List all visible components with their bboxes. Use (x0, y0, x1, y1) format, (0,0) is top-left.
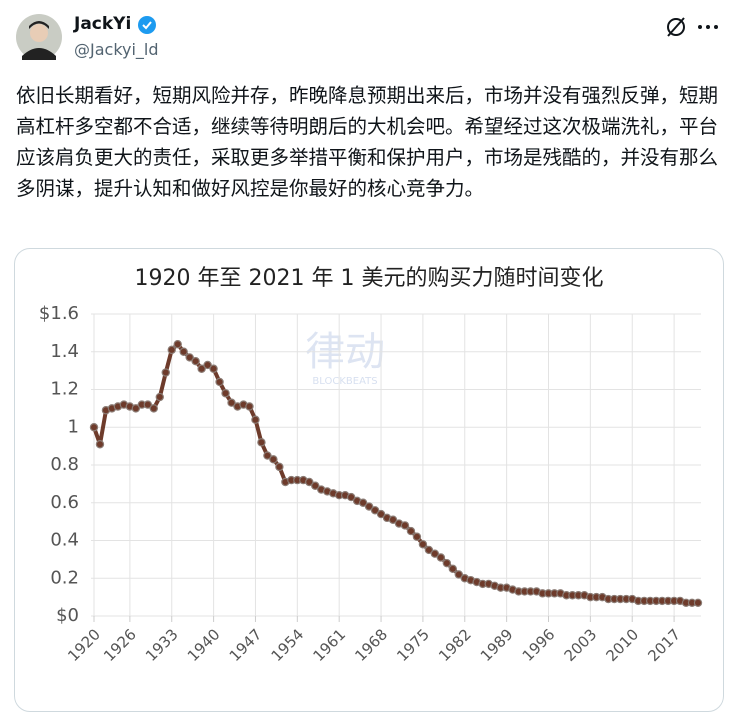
point (412, 532, 422, 541)
point (155, 392, 164, 402)
point (209, 364, 218, 373)
x-tick-label: 1961 (309, 625, 349, 665)
x-tick-label: 1982 (435, 625, 475, 665)
x-tick-label: 1989 (477, 625, 517, 665)
point (257, 438, 266, 447)
x-tick-label: 2010 (603, 625, 643, 665)
chart-title: 1920 年至 2021 年 1 美元的购买力随时间变化 (135, 266, 604, 291)
point (436, 553, 446, 562)
y-tick-label: 1.4 (50, 341, 79, 362)
chart: 1920 年至 2021 年 1 美元的购买力随时间变化 律动 BLOCKBEA… (39, 266, 703, 665)
y-tick-label: 1.2 (50, 379, 79, 400)
point (251, 415, 260, 424)
point (442, 558, 452, 568)
point (388, 515, 398, 524)
y-tick-label: $1.6 (39, 303, 79, 324)
point (215, 377, 224, 387)
point (454, 570, 463, 579)
point (269, 455, 278, 464)
point (203, 360, 212, 370)
x-tick-label: 2017 (644, 625, 684, 665)
point (263, 451, 272, 460)
point (406, 526, 416, 536)
point (167, 345, 176, 355)
point (179, 347, 188, 356)
post-actions[interactable] (664, 14, 724, 40)
point (185, 353, 194, 362)
x-tick-label: 1968 (351, 625, 391, 665)
point (89, 423, 99, 432)
author-handle[interactable]: @Jackyi_ld (74, 40, 159, 59)
point (311, 481, 320, 490)
point (95, 440, 105, 449)
point (358, 498, 368, 507)
chart-card[interactable]: 1920 年至 2021 年 1 美元的购买力随时间变化 律动 BLOCKBEA… (14, 248, 724, 712)
x-tick-label: 1926 (100, 625, 140, 665)
point (448, 564, 458, 574)
y-tick-label: 0.2 (50, 567, 79, 588)
x-tick-label: 1933 (142, 625, 182, 665)
point (370, 506, 380, 515)
y-tick-label: 0.8 (50, 454, 79, 475)
x-tick-label: 1996 (519, 625, 559, 665)
point (227, 398, 236, 407)
x-tick-label: 1920 (64, 625, 104, 665)
y-tick-label: 0.4 (50, 530, 79, 551)
point (245, 402, 254, 411)
author-name[interactable]: JackYi (74, 14, 132, 34)
line (92, 342, 698, 605)
y-tick-label: 0.6 (50, 492, 79, 513)
point (424, 545, 434, 555)
point (197, 364, 206, 373)
x-tick-label: 1940 (184, 625, 224, 665)
verified-badge (138, 16, 156, 34)
point (364, 502, 374, 511)
point (221, 389, 230, 398)
point (149, 404, 158, 413)
point (131, 404, 141, 413)
point (376, 509, 386, 519)
x-tick-label: 1947 (226, 625, 266, 665)
point (161, 368, 170, 377)
point (173, 339, 182, 349)
point (305, 477, 314, 487)
point (275, 462, 284, 472)
point (693, 598, 703, 607)
point (346, 492, 356, 502)
y-tick-label: 1 (68, 416, 79, 437)
avatar[interactable] (16, 14, 62, 60)
watermark-sub: BLOCKBEATS (312, 376, 377, 387)
point (143, 400, 153, 409)
point (418, 540, 428, 549)
y-tick-label: $0 (56, 605, 79, 626)
point (430, 549, 440, 558)
post-text: 依旧长期看好，短期风险并存，昨晚降息预期出来后，市场并没有强烈反弹，短期高杠杆多… (16, 84, 719, 200)
point (400, 521, 410, 530)
x-tick-label: 2003 (561, 625, 601, 665)
x-tick-label: 1954 (268, 625, 308, 665)
point (191, 356, 200, 366)
x-tick-label: 1975 (393, 625, 433, 665)
